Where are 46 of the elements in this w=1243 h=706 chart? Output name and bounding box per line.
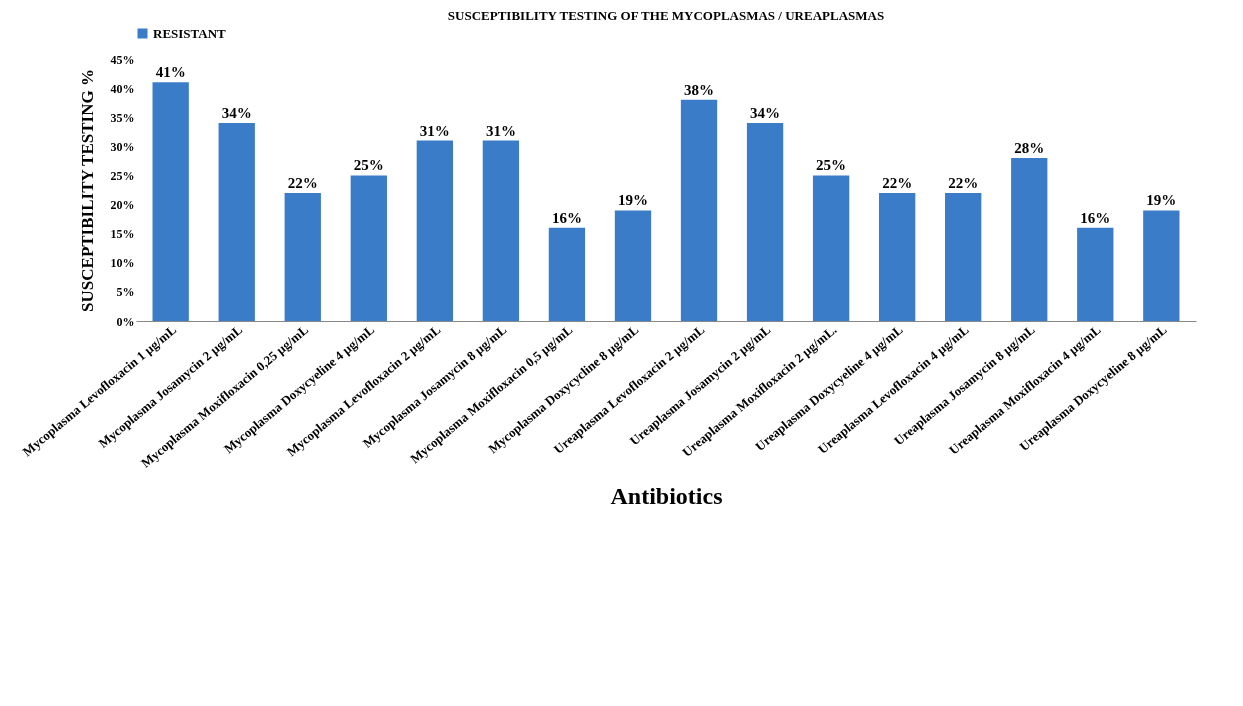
data-label: 34%: [221, 105, 252, 122]
y-tick-label: 15%: [110, 227, 135, 242]
data-label: 31%: [485, 122, 516, 139]
bar: [878, 192, 916, 321]
y-tick-label: 20%: [110, 198, 135, 213]
x-axis-title: Antibiotics: [610, 482, 723, 509]
bar: [614, 210, 652, 321]
y-tick-label: 25%: [110, 168, 135, 183]
data-label: 25%: [816, 157, 847, 174]
bar: [1011, 157, 1048, 321]
bar: [218, 123, 255, 321]
y-tick-label: 45%: [110, 52, 135, 67]
y-tick-label: 40%: [110, 81, 135, 96]
data-label: 25%: [353, 157, 384, 174]
data-label: 16%: [551, 209, 582, 226]
bar: [284, 192, 321, 321]
data-label: 41%: [155, 64, 186, 81]
chart-title: SUSCEPTIBILITY TESTING OF THE MYCOPLASMAS / UREAPLASMAS: [447, 8, 885, 23]
y-tick-label: 35%: [110, 110, 135, 125]
bar: [548, 227, 586, 321]
data-label: 16%: [1080, 209, 1111, 226]
bar: [1077, 227, 1114, 321]
bar: [350, 175, 387, 321]
bar: [680, 99, 718, 321]
data-label: 22%: [287, 174, 318, 191]
bar: [812, 175, 850, 321]
legend-label: RESISTANT: [153, 25, 227, 41]
data-label: 19%: [1146, 192, 1177, 209]
data-label: 19%: [617, 192, 648, 209]
data-label: 31%: [419, 122, 450, 139]
bar: [945, 192, 982, 321]
y-tick-label: 10%: [110, 256, 135, 271]
bar: [416, 140, 454, 321]
bar: [152, 82, 189, 321]
bar: [482, 140, 520, 321]
y-tick-label: 30%: [110, 139, 135, 154]
data-label: 28%: [1014, 139, 1045, 156]
data-label: 22%: [882, 174, 913, 191]
data-label: 38%: [684, 81, 715, 98]
bar: [1143, 210, 1180, 321]
y-axis-title: SUSCEPTIBILITY TESTING %: [77, 69, 97, 312]
y-tick-label: 0%: [116, 314, 135, 329]
data-label: 34%: [750, 105, 781, 122]
data-label: 22%: [948, 174, 979, 191]
y-tick-label: 5%: [116, 285, 135, 300]
bar: [746, 123, 784, 321]
